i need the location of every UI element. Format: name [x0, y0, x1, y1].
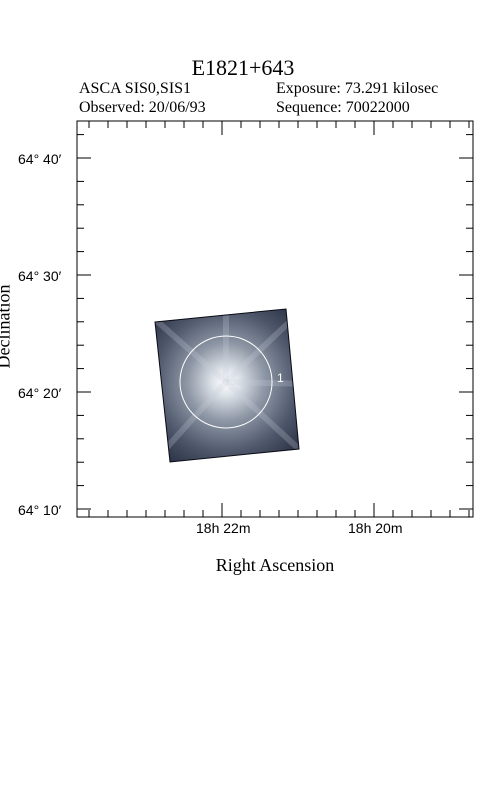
sequence-label: Sequence: 70022000 — [276, 99, 410, 116]
plot-title: E1821+643 — [191, 55, 295, 80]
source-region-circle — [179, 335, 273, 429]
y-tick-label-30: 64° 30′ — [18, 268, 62, 284]
y-tick-label-40: 64° 40′ — [18, 151, 62, 167]
instrument-label: ASCA SIS0,SIS1 — [79, 80, 192, 97]
y-axis-label: Declination — [0, 284, 14, 369]
source-label: 1 — [277, 371, 284, 385]
observed-label: Observed: 20/06/93 — [79, 99, 206, 116]
axis-ticks — [77, 121, 473, 517]
x-tick-label-20: 18h 20m — [348, 520, 403, 536]
x-axis-label: Right Ascension — [215, 555, 335, 575]
exposure-label: Exposure: 73.291 kilosec — [276, 80, 439, 97]
y-tick-label-10: 64° 10′ — [18, 502, 62, 518]
y-tick-label-20: 64° 20′ — [18, 385, 62, 401]
xray-image — [155, 309, 299, 462]
plot-frame — [76, 120, 474, 518]
x-tick-label-22: 18h 22m — [196, 520, 251, 536]
